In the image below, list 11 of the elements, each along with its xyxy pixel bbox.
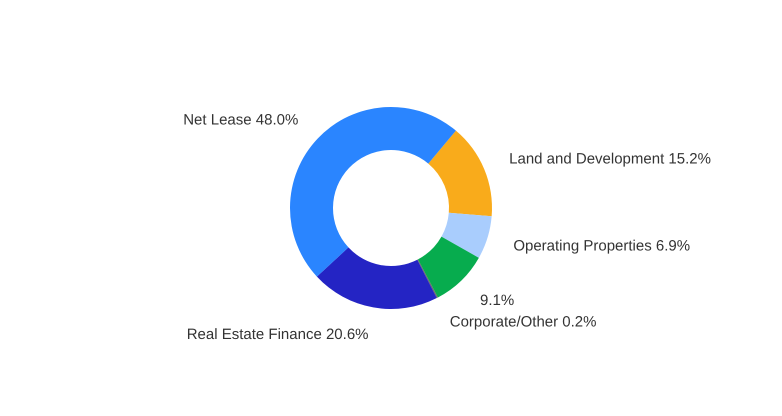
slice-label: Real Estate Finance 20.6% [186, 326, 369, 344]
slice-label: Net Lease 48.0% [183, 112, 298, 129]
slice-label: Corporate/Other 0.2% [450, 314, 596, 331]
slice-label: Land and Development 15.2% [509, 150, 711, 168]
slice-label: Operating Properties 6.9% [513, 238, 690, 255]
donut-slice [417, 259, 438, 298]
data-label: 9.1% [480, 292, 514, 309]
donut-slice [441, 212, 492, 258]
donut-slice [428, 130, 492, 216]
donut-slice [418, 236, 479, 298]
donut-slice [316, 247, 437, 309]
